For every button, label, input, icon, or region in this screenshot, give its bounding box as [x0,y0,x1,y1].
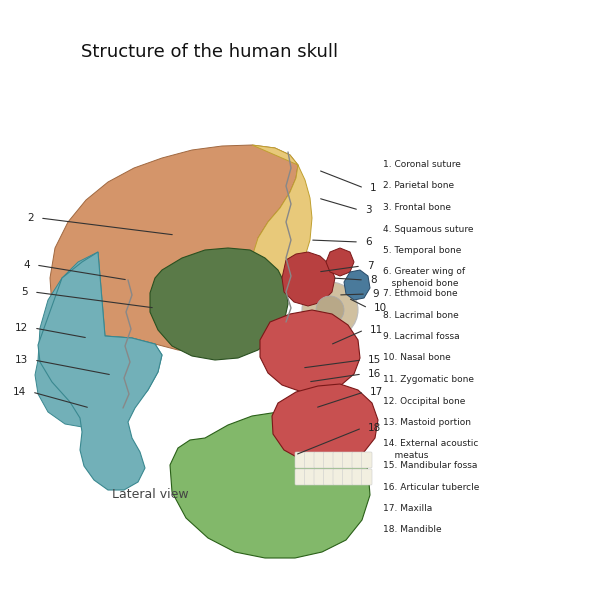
Polygon shape [150,248,288,360]
Polygon shape [35,252,162,428]
Polygon shape [38,252,162,490]
Text: 8. Lacrimal bone: 8. Lacrimal bone [383,311,459,319]
Text: 7. Ethmoid bone: 7. Ethmoid bone [383,289,458,298]
Polygon shape [232,145,312,320]
Text: 18: 18 [368,423,381,433]
Text: Structure of the human skull: Structure of the human skull [82,43,338,61]
Text: 13. Mastoid portion: 13. Mastoid portion [383,418,471,427]
Text: 15. Mandibular fossa: 15. Mandibular fossa [383,461,478,470]
Polygon shape [50,145,298,352]
Text: 17: 17 [370,387,383,397]
Text: 9: 9 [372,289,379,299]
Text: 7: 7 [367,261,374,271]
Text: 13: 13 [15,355,28,365]
FancyBboxPatch shape [343,452,353,468]
Text: 15: 15 [368,355,381,365]
Text: 14: 14 [13,387,26,397]
Text: 10: 10 [374,303,387,313]
Text: 11: 11 [370,325,383,335]
Text: 11. Zygomatic bone: 11. Zygomatic bone [383,375,474,384]
Polygon shape [344,270,370,300]
Text: Lateral view: Lateral view [112,488,188,502]
Text: 12. Occipital bone: 12. Occipital bone [383,397,466,406]
Text: 12: 12 [15,323,28,333]
Text: 2: 2 [28,213,34,223]
FancyBboxPatch shape [295,469,305,485]
FancyBboxPatch shape [323,452,334,468]
Text: 14. External acoustic
    meatus: 14. External acoustic meatus [383,439,478,460]
Text: 4: 4 [23,260,30,270]
FancyBboxPatch shape [352,452,362,468]
FancyBboxPatch shape [361,469,372,485]
Polygon shape [170,412,370,558]
Text: 1: 1 [370,183,377,193]
FancyBboxPatch shape [314,452,325,468]
Text: 6. Greater wing of
   sphenoid bone: 6. Greater wing of sphenoid bone [383,268,465,287]
FancyBboxPatch shape [352,469,362,485]
Text: 4. Squamous suture: 4. Squamous suture [383,224,473,233]
Polygon shape [260,310,360,392]
Text: 8: 8 [370,275,377,285]
FancyBboxPatch shape [333,469,343,485]
FancyBboxPatch shape [333,452,343,468]
Text: 3. Frontal bone: 3. Frontal bone [383,203,451,212]
FancyBboxPatch shape [343,469,353,485]
Text: 5: 5 [22,287,28,297]
Polygon shape [326,248,354,276]
Text: 16. Articular tubercle: 16. Articular tubercle [383,482,479,491]
Text: 18. Mandible: 18. Mandible [383,526,442,535]
FancyBboxPatch shape [361,452,372,468]
FancyBboxPatch shape [305,469,315,485]
Text: 6: 6 [365,237,371,247]
Circle shape [302,282,358,338]
FancyBboxPatch shape [305,452,315,468]
Text: 3: 3 [365,205,371,215]
FancyBboxPatch shape [323,469,334,485]
Text: 5. Temporal bone: 5. Temporal bone [383,246,461,255]
Text: 17. Maxilla: 17. Maxilla [383,504,432,513]
Text: 1. Coronal suture: 1. Coronal suture [383,160,461,169]
FancyBboxPatch shape [314,469,325,485]
Text: 10. Nasal bone: 10. Nasal bone [383,353,451,362]
Circle shape [316,296,344,324]
FancyBboxPatch shape [295,452,305,468]
Polygon shape [272,384,378,464]
Text: 2. Parietal bone: 2. Parietal bone [383,181,454,191]
Polygon shape [282,252,335,306]
Text: 16: 16 [368,369,381,379]
Text: 9. Lacrimal fossa: 9. Lacrimal fossa [383,332,460,341]
